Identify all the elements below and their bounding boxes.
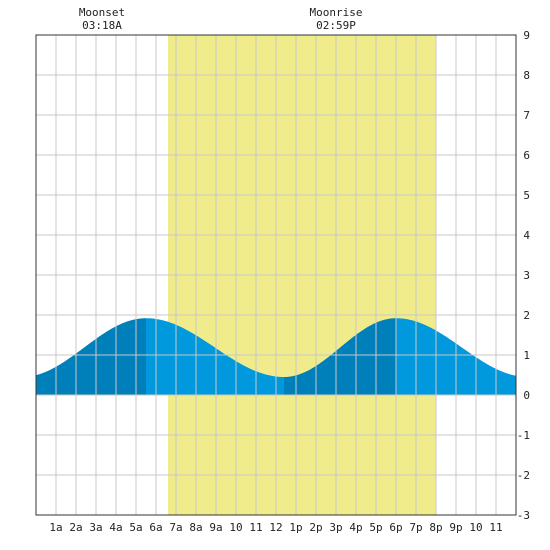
x-tick-label: 10 [229,521,242,534]
y-tick-label: -3 [517,509,530,522]
x-tick-label: 1p [289,521,302,534]
x-tick-label: 8a [189,521,202,534]
x-tick-label: 6a [149,521,162,534]
x-tick-label: 7p [409,521,422,534]
y-axis-ticks: -3 -2 -1 0 1 2 3 4 5 6 7 8 9 [517,29,531,522]
x-tick-label: 4p [349,521,362,534]
moon-event-label: Moonrise [310,6,363,19]
y-tick-label: 2 [523,309,530,322]
x-tick-label: 9p [449,521,462,534]
y-tick-label: 0 [523,389,530,402]
moon-event-label: Moonset [79,6,125,19]
grid-lines [36,35,516,515]
x-tick-label: 11 [489,521,502,534]
x-tick-label: 2a [69,521,82,534]
tide-segment-falling [146,318,284,395]
x-tick-label: 10 [469,521,482,534]
y-tick-label: 9 [523,29,530,42]
y-tick-label: 8 [523,69,530,82]
y-tick-label: 5 [523,189,530,202]
x-tick-label: 3p [329,521,342,534]
x-tick-label: 11 [249,521,262,534]
x-tick-label: 3a [89,521,102,534]
y-tick-label: -2 [517,469,530,482]
x-tick-label: 9a [209,521,222,534]
x-tick-label: 5a [129,521,142,534]
moon-event-time: 03:18A [82,19,122,32]
y-tick-label: 7 [523,109,530,122]
y-tick-label: 4 [523,229,530,242]
plot-frame [35,34,517,516]
x-tick-label: 7a [169,521,182,534]
x-tick-label: 6p [389,521,402,534]
x-tick-label: 8p [429,521,442,534]
x-tick-label: 5p [369,521,382,534]
moon-event-time: 02:59P [316,19,356,32]
tide-segment-rising [36,318,146,395]
y-tick-label: 6 [523,149,530,162]
tide-segment-rising [284,318,396,395]
x-tick-label: 2p [309,521,322,534]
y-tick-label: 3 [523,269,530,282]
y-tick-label: -1 [517,429,530,442]
y-tick-label: 1 [523,349,530,362]
x-tick-label: 12 [269,521,282,534]
x-axis-ticks: 1a 2a 3a 4a 5a 6a 7a 8a 9a 10 11 12 1p 2p 3p 4p 5p 6p 7p 8p… [49,521,502,534]
x-tick-label: 4a [109,521,122,534]
x-tick-label: 1a [49,521,62,534]
